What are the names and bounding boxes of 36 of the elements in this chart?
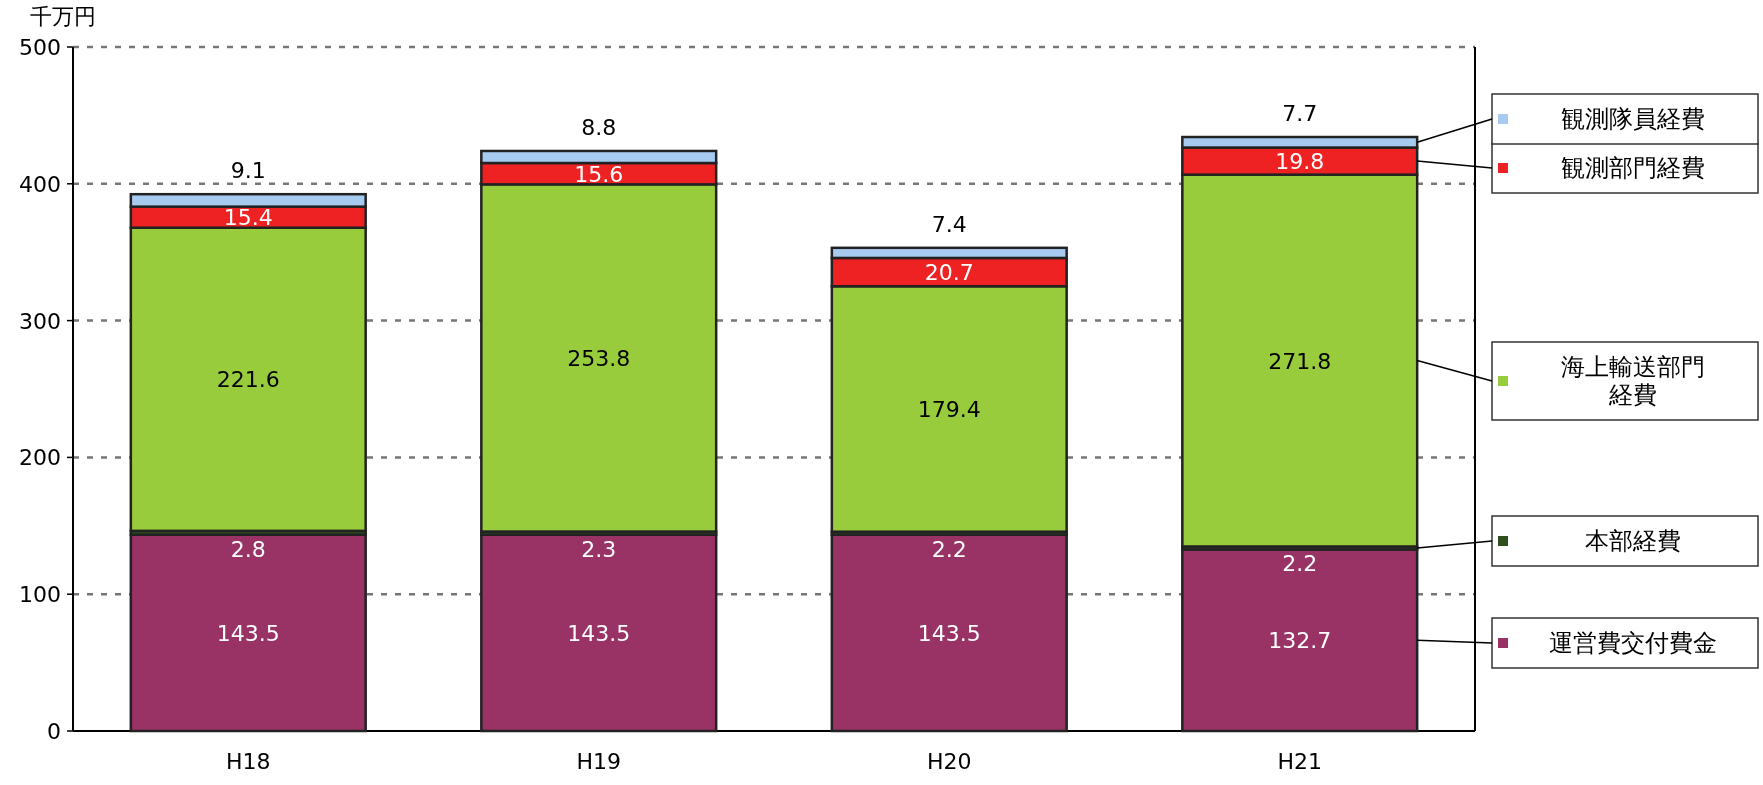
data-label: 132.7 bbox=[1268, 628, 1332, 654]
x-tick-label: H19 bbox=[576, 749, 622, 774]
legend-label: 観測隊員経費 bbox=[1561, 105, 1705, 133]
data-label: 2.3 bbox=[581, 536, 617, 562]
text: 本部経費 bbox=[1585, 527, 1681, 555]
data-label: 271.8 bbox=[1268, 348, 1332, 374]
data-label: 143.5 bbox=[917, 620, 981, 646]
x-tick-label: H21 bbox=[1277, 749, 1323, 774]
data-label: 221.6 bbox=[216, 367, 280, 393]
data-label: 179.4 bbox=[917, 396, 981, 422]
legend-label: 観測部門経費 bbox=[1561, 154, 1705, 182]
y-tick-label: 300 bbox=[19, 308, 61, 334]
y-tick-label: 0 bbox=[47, 719, 61, 744]
data-label: 2.8 bbox=[230, 536, 266, 562]
legend-label: 運営費交付費金 bbox=[1549, 629, 1717, 657]
data-label: 8.8 bbox=[581, 114, 617, 140]
x-tick-label: H18 bbox=[225, 749, 271, 774]
data-label: 2.2 bbox=[1282, 551, 1318, 577]
data-label: 19.8 bbox=[1275, 149, 1325, 175]
y-tick-label: 500 bbox=[19, 35, 61, 60]
data-label: 20.7 bbox=[924, 260, 974, 286]
data-label: 2.2 bbox=[931, 536, 967, 562]
y-axis-title: 千万円 bbox=[30, 4, 96, 29]
y-tick-label: 400 bbox=[19, 171, 61, 197]
y-tick-label: 100 bbox=[19, 582, 61, 608]
y-tick-label: 200 bbox=[19, 445, 61, 471]
x-tick-label: H20 bbox=[926, 749, 972, 774]
data-label: 143.5 bbox=[216, 620, 280, 646]
data-label: 143.5 bbox=[567, 620, 631, 646]
data-label: 15.4 bbox=[223, 205, 273, 231]
legend-label: 海上輸送部門経費 bbox=[1561, 353, 1705, 409]
data-label: 7.4 bbox=[931, 211, 967, 237]
data-label: 7.7 bbox=[1282, 101, 1318, 127]
data-label: 15.6 bbox=[574, 161, 624, 187]
data-label: 9.1 bbox=[230, 158, 266, 184]
data-label: 253.8 bbox=[567, 345, 631, 371]
